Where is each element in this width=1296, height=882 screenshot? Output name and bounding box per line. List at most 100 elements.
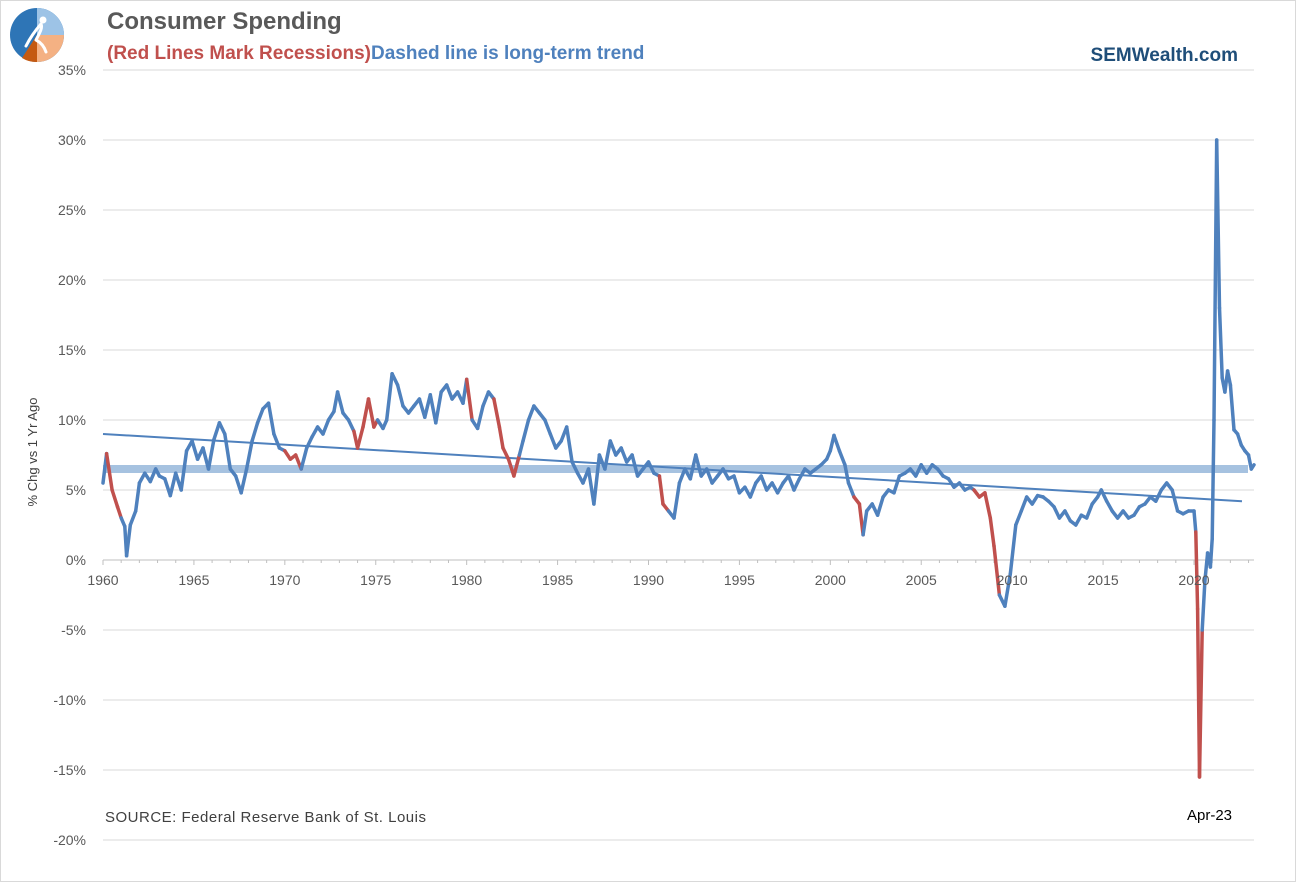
gridlines [103,69,1254,841]
spending-line-segment [914,463,923,478]
spending-line-segment [704,467,714,485]
spending-line-segment [564,425,574,464]
x-axis [102,559,1254,565]
x-tick-label: 2005 [906,572,937,588]
spending-line-segment [1052,505,1062,520]
spending-line-segment [434,390,443,425]
spending-line-segment [1170,488,1180,513]
spending-line-segment [846,481,856,499]
spending-line-segment [548,432,558,450]
data-series [101,138,1256,779]
spending-line-segment [775,481,785,495]
spending-line-segment [1214,138,1222,310]
y-tick-label: 10% [58,412,86,428]
spending-line-segment [603,439,613,471]
recession-segment [104,451,114,492]
recession-segment [988,516,996,548]
spending-line-segment [619,446,629,464]
spending-line-segment [390,372,400,387]
x-tick-label: 1975 [360,572,391,588]
spending-line-segment [543,418,553,436]
spending-line-segment [677,467,687,485]
y-axis-title: % Chg vs 1 Yr Ago [25,398,40,507]
spending-line-segment [217,421,227,436]
spending-line-segment [694,453,703,478]
spending-line-segment [133,481,142,513]
chart-title: Consumer Spending [107,8,342,35]
spending-line-segment [299,446,309,471]
x-tick-label: 2000 [815,572,846,588]
recession-segment [497,425,505,450]
spending-line-segment [266,401,276,436]
x-tick-label: 2010 [997,572,1028,588]
spending-line-segment [861,509,869,537]
long-term-trend-line [102,433,1243,503]
x-axis-tick-labels: 1960 1965 1970 1975 1980 1985 1990 1995 2000 2005… [87,572,1209,588]
spending-line-segment [304,435,314,450]
spending-line-segment [206,437,216,471]
end-date-label: Apr-23 [1187,807,1233,824]
spending-line-segment [517,439,525,457]
spending-line-segment [1074,513,1084,527]
spending-line-segment [892,474,902,495]
source-note: SOURCE: Federal Reserve Bank of St. Loui… [105,809,427,826]
spending-line-segment [481,390,491,408]
spending-line-segment [646,460,656,475]
spending-line-segment [168,471,178,498]
spending-line-segment [1249,463,1256,471]
spending-line-segment [521,418,531,443]
spending-line-segment [239,467,249,495]
spending-line-segment [1099,488,1109,503]
spending-line-segment [179,449,189,492]
spending-line-segment [1008,523,1018,576]
spending-line-segment [1192,509,1198,534]
spending-line-segment [335,390,345,415]
spending-line-segment [128,509,138,527]
x-tick-label: 1985 [542,572,573,588]
y-tick-label: -15% [53,762,86,778]
recession-segment [983,491,993,520]
y-tick-label: 25% [58,202,86,218]
spending-line-segment [526,404,536,422]
spending-line-segment [630,453,640,478]
recession-segment [110,488,120,509]
recession-segment [355,425,365,450]
x-tick-label: 1980 [451,572,482,588]
y-tick-label: 5% [66,482,86,498]
spending-line-segment [190,439,200,461]
spending-line-segment [1084,502,1094,520]
spending-line-segment [843,463,851,485]
recession-segment [992,544,1002,597]
spending-line-segment [1217,306,1224,380]
spending-line-segment [244,439,254,471]
trend-line [102,433,1243,503]
x-tick-label: 1970 [269,572,300,588]
spending-line-segment [721,467,731,481]
recession-segment [464,377,474,422]
spending-line-segment [570,460,580,475]
spending-line-segment [250,421,260,443]
spending-line-segment [475,404,485,431]
spending-line-segment [688,453,698,481]
recession-segment [366,397,376,429]
spending-line-segment [1210,418,1216,541]
spending-line-segment [321,418,331,436]
recession-segment [115,505,123,520]
x-tick-label: 1965 [178,572,209,588]
recession-segment [361,397,371,429]
y-tick-label: 20% [58,272,86,288]
spending-line-segment [395,383,405,408]
brand-text: SEMWealth.com [1090,45,1238,66]
spending-line-segment [608,439,618,457]
spending-line-segment [223,432,233,471]
spending-line-segment [1200,579,1207,632]
y-tick-label: 15% [58,342,86,358]
x-tick-label: 2020 [1178,572,1209,588]
spending-line-segment [384,372,394,422]
recession-segment [657,474,665,506]
spending-line-segment [1104,499,1114,513]
chart-subtitle: (Red Lines Mark Recessions)Dashed line i… [107,43,644,65]
spending-line-segment [444,383,454,401]
spending-line-segment [346,418,356,433]
